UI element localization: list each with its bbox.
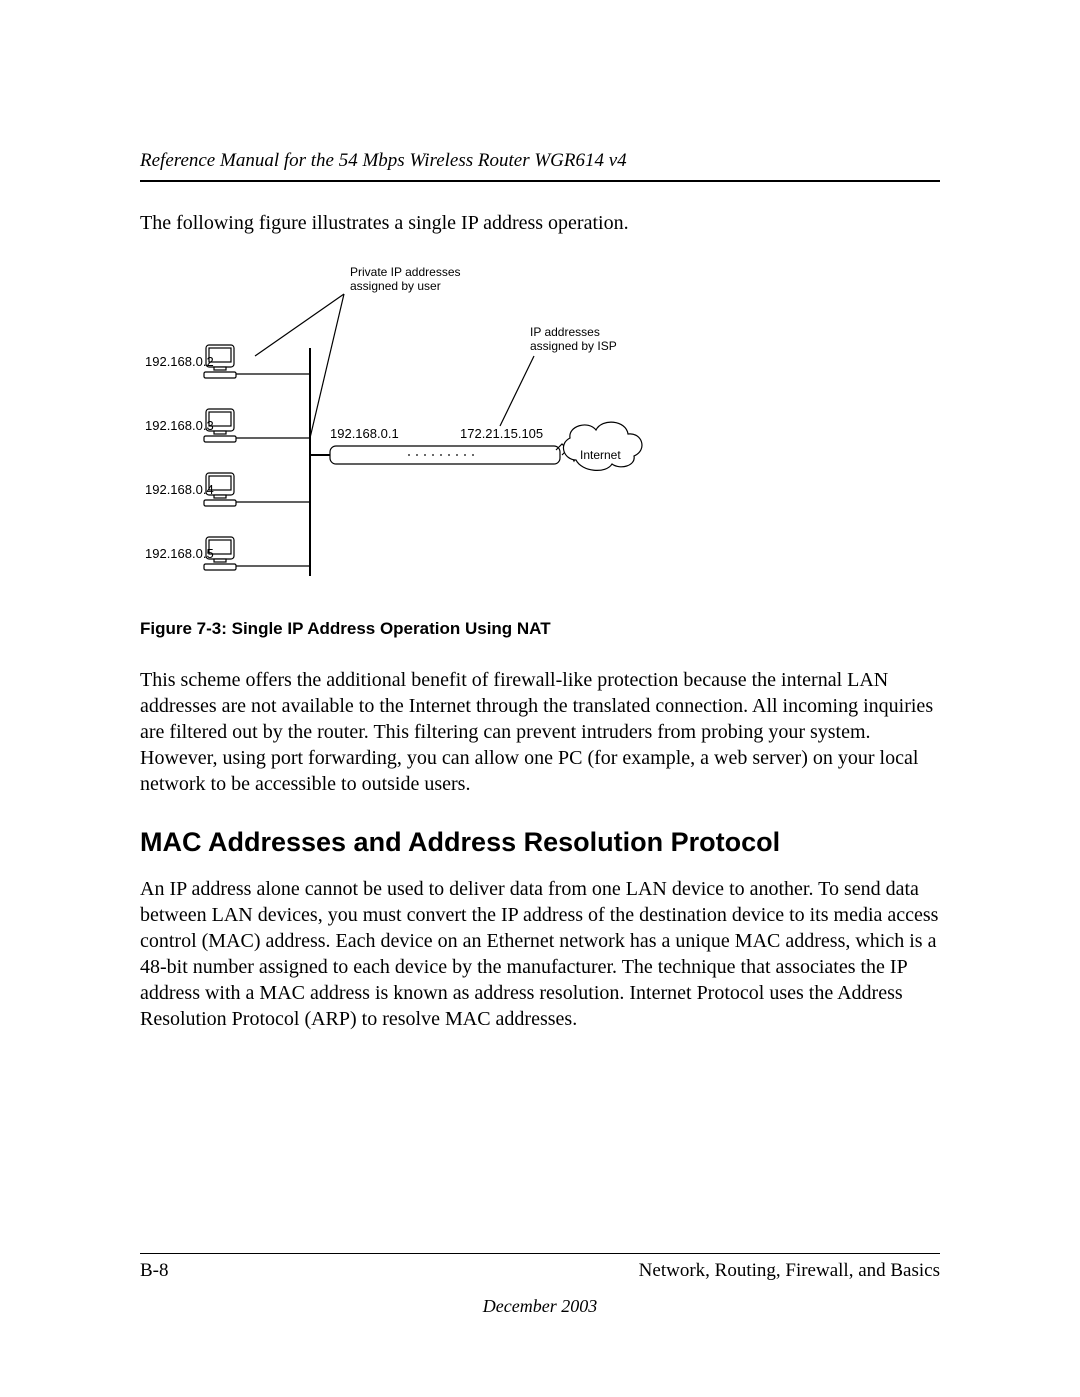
page-footer: B-8 Network, Routing, Firewall, and Basi… — [140, 1253, 940, 1317]
svg-text:192.168.0.5: 192.168.0.5 — [145, 546, 214, 561]
after-figure-paragraph: This scheme offers the additional benefi… — [140, 667, 940, 797]
footer-row: B-8 Network, Routing, Firewall, and Basi… — [140, 1260, 940, 1282]
svg-text:192.168.0.3: 192.168.0.3 — [145, 418, 214, 433]
svg-text:192.168.0.1: 192.168.0.1 — [330, 426, 399, 441]
mac-paragraph: An IP address alone cannot be used to de… — [140, 876, 940, 1032]
intro-paragraph: The following figure illustrates a singl… — [140, 210, 940, 236]
svg-text:192.168.0.4: 192.168.0.4 — [145, 482, 214, 497]
svg-text:172.21.15.105: 172.21.15.105 — [460, 426, 543, 441]
figure-wrap: Private IP addressesassigned by user 192.… — [140, 256, 940, 601]
footer-rule — [140, 1253, 940, 1254]
page: Reference Manual for the 54 Mbps Wireles… — [0, 0, 1080, 1397]
nat-diagram: Private IP addressesassigned by user 192.… — [140, 256, 940, 596]
svg-text:Internet: Internet — [580, 448, 621, 462]
svg-text:192.168.0.2: 192.168.0.2 — [145, 354, 214, 369]
running-header: Reference Manual for the 54 Mbps Wireles… — [140, 150, 940, 182]
section-heading: MAC Addresses and Address Resolution Pro… — [140, 827, 940, 858]
figure-caption: Figure 7-3: Single IP Address Operation … — [140, 619, 940, 639]
footer-page-number: B-8 — [140, 1260, 169, 1282]
svg-text:Private IP addressesassigned b: Private IP addressesassigned by user — [350, 265, 461, 293]
footer-date: December 2003 — [140, 1296, 940, 1317]
svg-text:IP addressesassigned by ISP: IP addressesassigned by ISP — [530, 325, 617, 353]
footer-section: Network, Routing, Firewall, and Basics — [639, 1260, 940, 1282]
